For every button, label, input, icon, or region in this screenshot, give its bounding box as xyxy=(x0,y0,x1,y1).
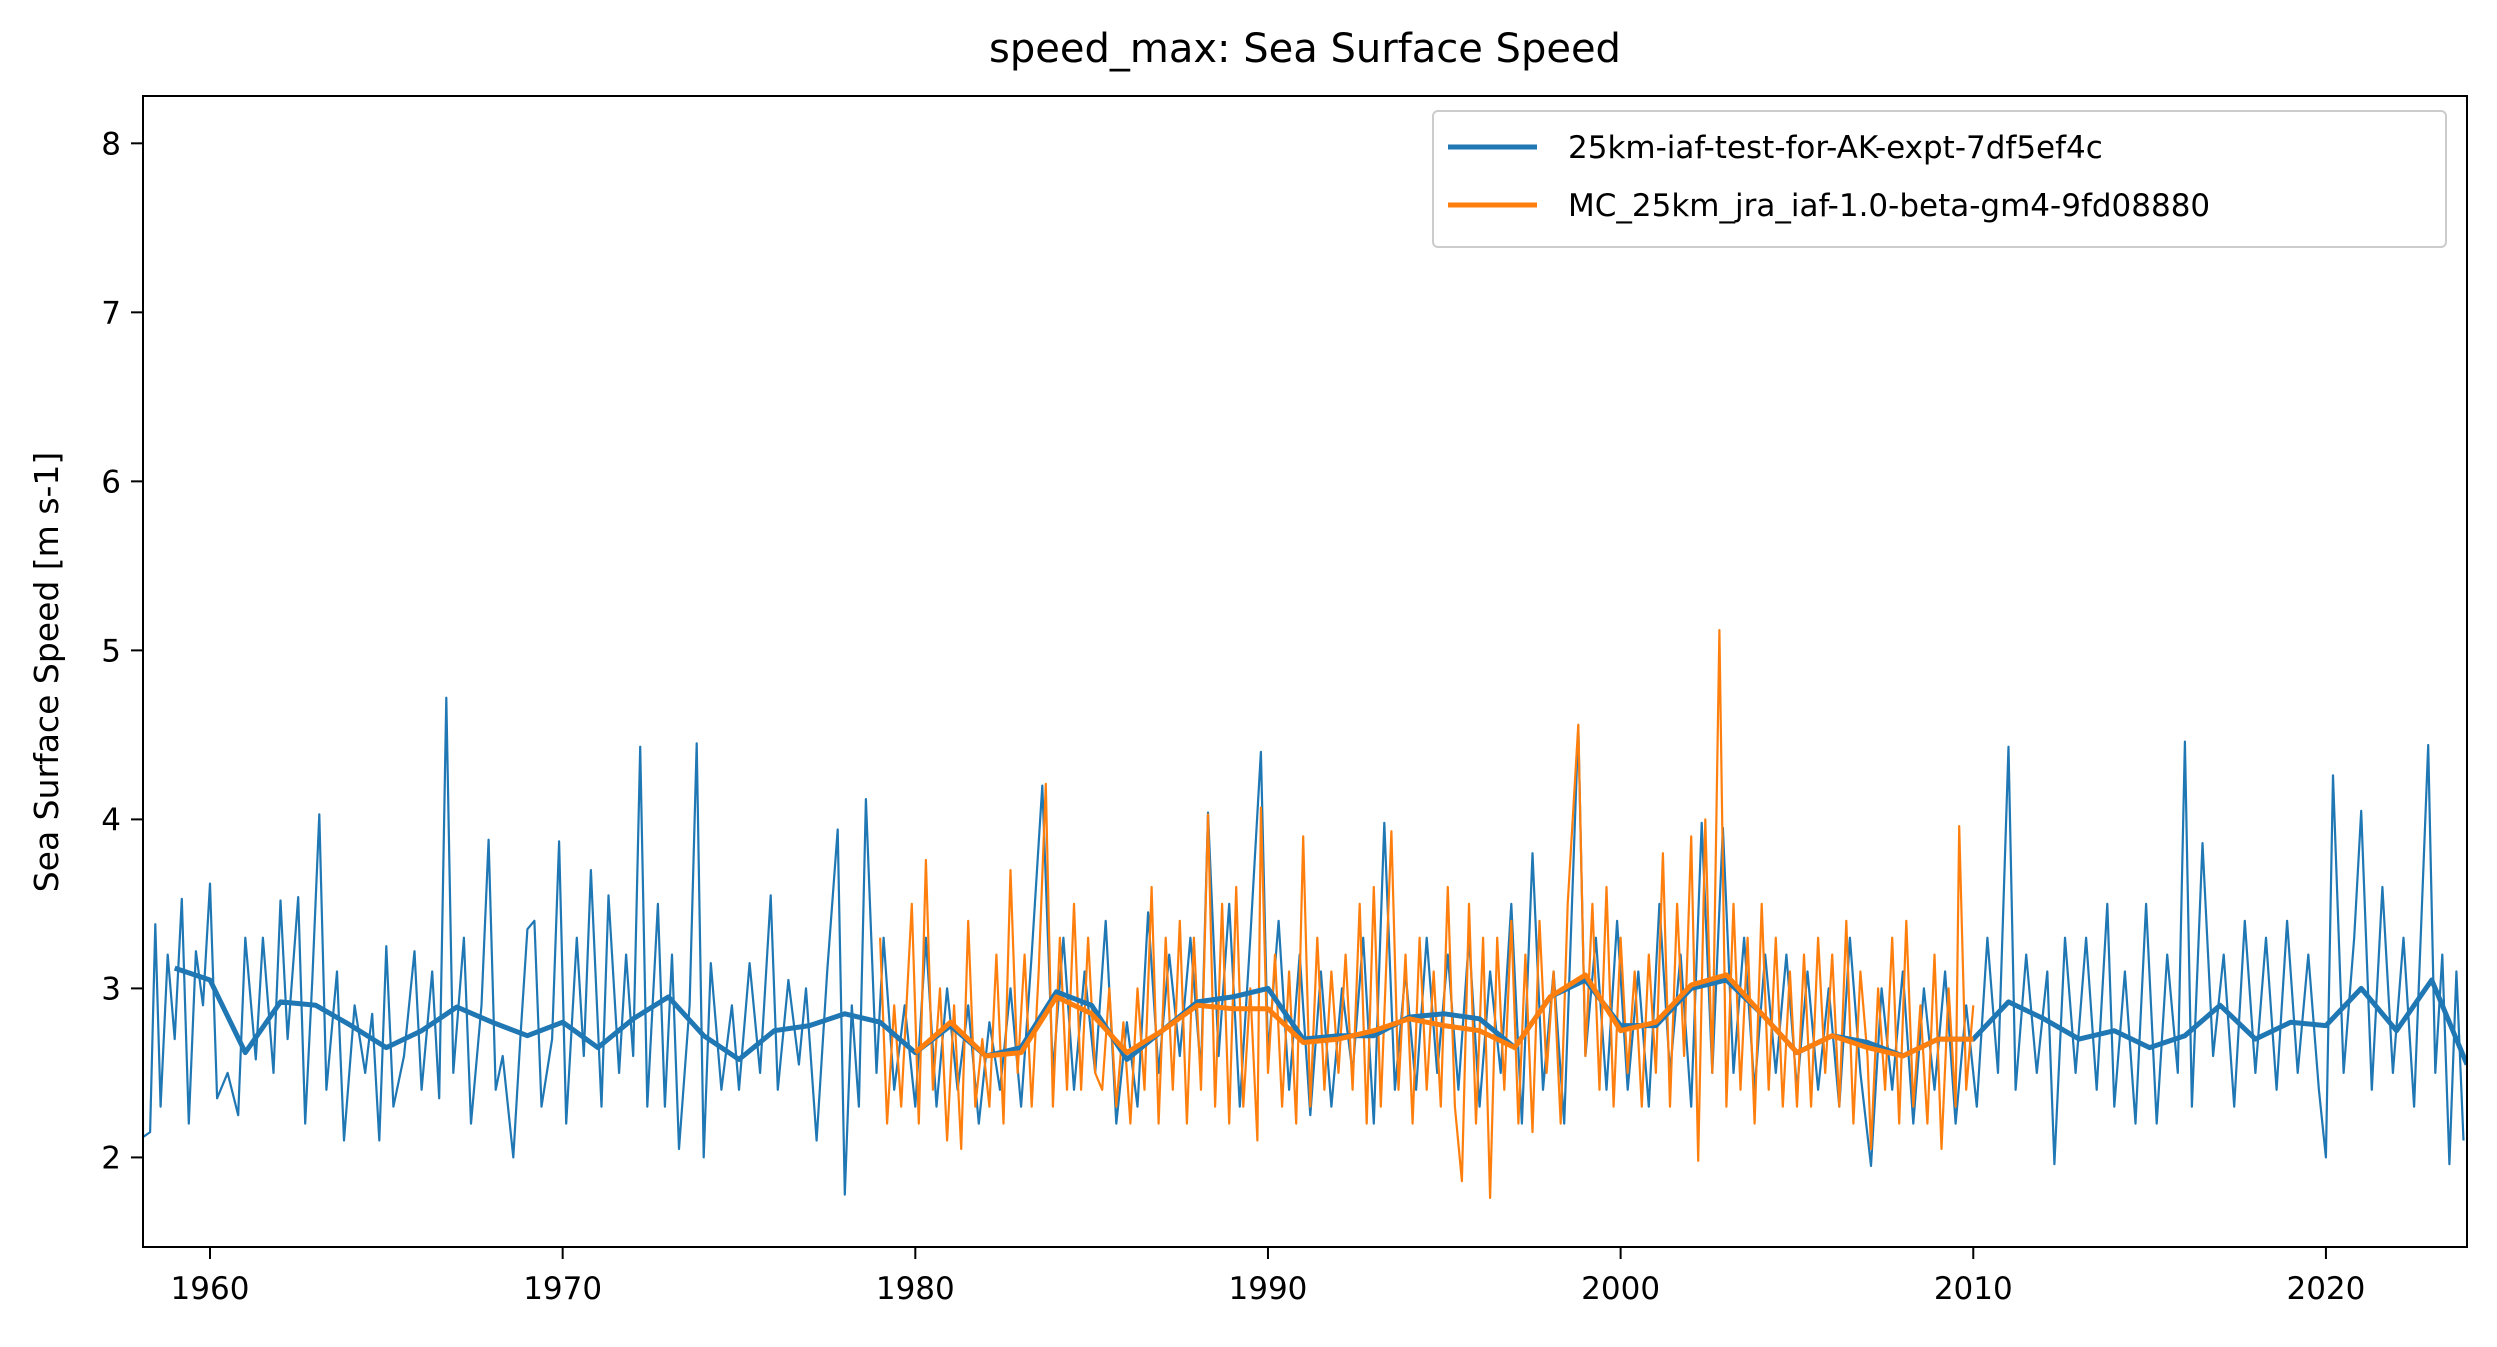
legend: 25km-iaf-test-for-AK-expt-7df5ef4c MC_25… xyxy=(1432,110,2447,248)
axes-frame xyxy=(142,95,2468,1248)
series-2-monthly-line xyxy=(879,628,1975,1200)
x-tick-label: 2010 xyxy=(1934,1271,2013,1307)
x-tick-label: 1980 xyxy=(876,1271,955,1307)
x-tick-label: 1970 xyxy=(523,1271,602,1307)
y-tick-label: 2 xyxy=(101,1140,121,1176)
legend-box xyxy=(1432,110,2447,248)
x-tick-label: 2000 xyxy=(1581,1271,1660,1307)
x-tick-label: 1990 xyxy=(1229,1271,1308,1307)
y-tick-label: 4 xyxy=(101,802,121,838)
series-2-annual-mean-line xyxy=(913,972,1974,1059)
y-tick-label: 8 xyxy=(101,126,121,162)
y-tick-label: 6 xyxy=(101,464,121,500)
axis-ticks: 1960 1970 1980 1990 2000 2010 2020 2 3 4 5 6 7 8 xyxy=(101,126,2365,1307)
y-tick-label: 3 xyxy=(101,971,121,1007)
chart-title: speed_max: Sea Surface Speed xyxy=(989,26,1621,72)
legend-label-series-2: MC_25km_jra_iaf-1.0-beta-gm4-9fd08880 xyxy=(1568,188,2210,224)
legend-label-series-1: 25km-iaf-test-for-AK-expt-7df5ef4c xyxy=(1568,130,2103,166)
series-1-annual-mean-line xyxy=(173,965,2467,1066)
x-tick-label: 2020 xyxy=(2286,1271,2365,1307)
x-tick-label: 1960 xyxy=(171,1271,250,1307)
y-axis-label: Sea Surface Speed [m s-1] xyxy=(27,452,66,893)
plot-area xyxy=(143,628,2467,1200)
y-tick-label: 5 xyxy=(101,633,121,669)
y-tick-label: 7 xyxy=(101,295,121,331)
series-1-monthly-line xyxy=(143,696,2465,1196)
